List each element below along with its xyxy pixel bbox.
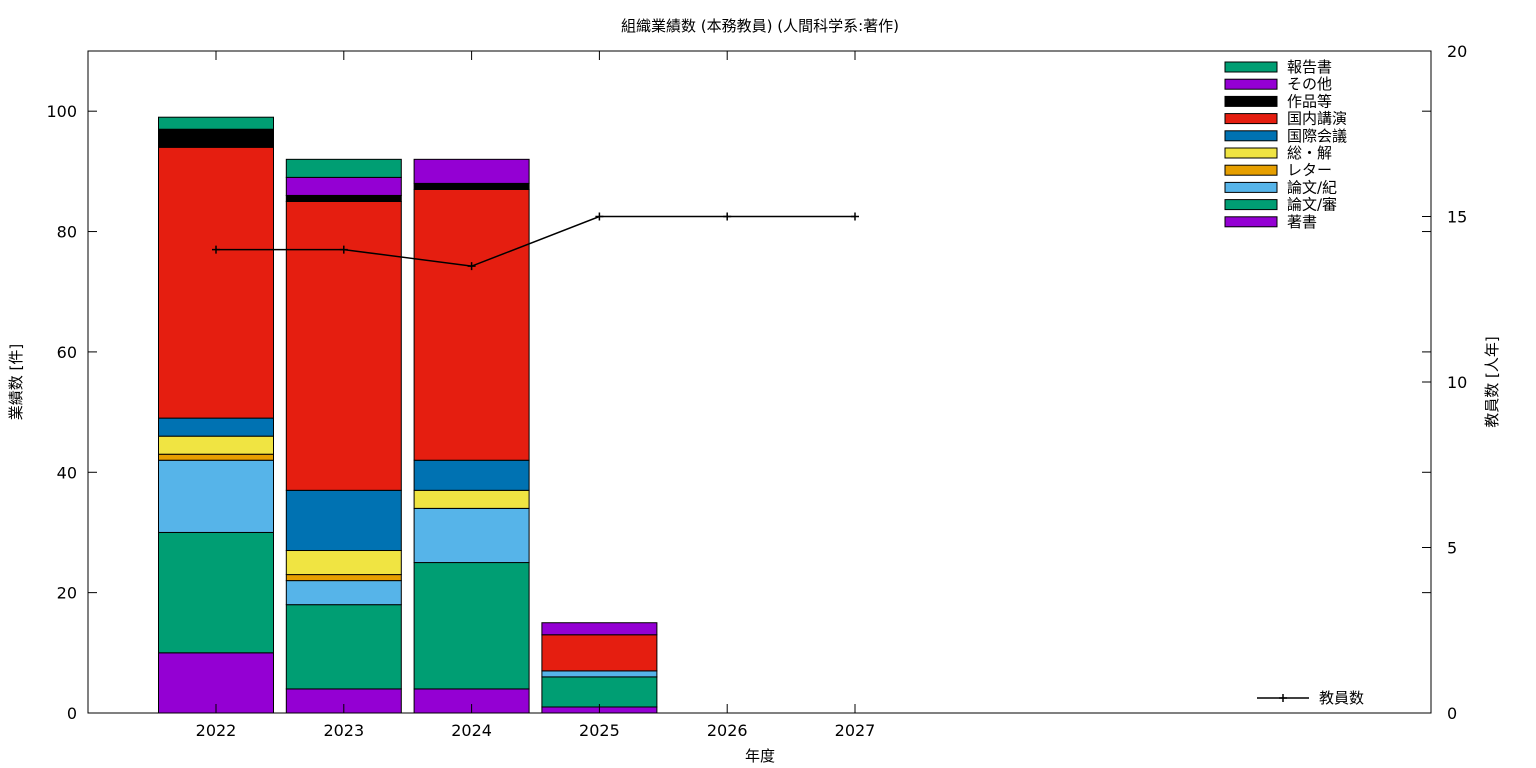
y-tick-label: 100 [46, 102, 77, 121]
x-tick-label: 2024 [451, 721, 492, 740]
bars-layer [158, 116, 658, 714]
y2-axis-label: 教員数 [人年] [1483, 336, 1501, 427]
line-layer [212, 212, 859, 271]
teacher-count-point [723, 212, 732, 221]
teacher-count-line [216, 215, 855, 267]
y-tick-label: 80 [57, 223, 77, 242]
bar-segment [413, 459, 530, 491]
bar-segment [285, 550, 402, 576]
bar-segment [158, 116, 274, 130]
teacher-count-point [851, 212, 859, 221]
bar-segment [413, 182, 530, 190]
y-tick-label: 20 [57, 584, 77, 603]
bar-segment [413, 507, 530, 564]
legend-label: 国内講演 [1287, 110, 1347, 128]
legend-swatch [1224, 113, 1278, 125]
bar-segment [541, 676, 658, 708]
legend-swatch [1224, 181, 1278, 193]
y2-tick-label: 5 [1447, 539, 1457, 558]
bar-segment [158, 146, 274, 419]
legend-swatch [1224, 95, 1278, 107]
bar-segment [158, 531, 274, 654]
bar-segment [413, 489, 530, 509]
chart-title: 組織業績数 (本務教員) (人間科学系:著作) [621, 17, 899, 35]
y2-tick-label: 20 [1447, 42, 1467, 61]
x-tick-label: 2023 [323, 721, 364, 740]
bar-segment [158, 128, 274, 148]
legend-label: 著書 [1287, 213, 1317, 231]
axes-layer: 0 20 40 60 80 100 0 5 10 15 20 2022 2023 2024 2025 2026… [46, 42, 1467, 740]
y2-tick-label: 10 [1447, 373, 1467, 392]
legend-label: 報告書 [1287, 58, 1332, 76]
y2-tick-label: 15 [1447, 208, 1467, 227]
legend-label: 論文/紀 [1287, 178, 1337, 196]
legend-label: その他 [1287, 75, 1332, 93]
legend-swatch [1224, 199, 1278, 211]
bar-segment [158, 435, 274, 455]
bar-segment [285, 194, 402, 202]
bar-segment [285, 604, 402, 690]
y-tick-label: 0 [67, 704, 77, 723]
teacher-count-point [212, 245, 220, 254]
legend-label: 論文/審 [1287, 196, 1337, 214]
bar-segment [413, 562, 530, 690]
x-tick-label: 2025 [579, 721, 620, 740]
legend-swatch [1224, 147, 1278, 159]
bar-segment [541, 634, 658, 672]
x-tick-label: 2027 [835, 721, 876, 740]
bar-segment [285, 574, 402, 582]
legend-swatch [1224, 61, 1278, 73]
x-axis-label: 年度 [745, 747, 775, 765]
legend-swatch [1224, 216, 1278, 228]
bar-segment [158, 652, 274, 714]
legend-swatch [1224, 78, 1278, 90]
legend-label: 総・解 [1287, 144, 1332, 162]
legend-swatch [1224, 164, 1278, 176]
bar-segment [285, 200, 402, 491]
bar-segment [285, 489, 402, 552]
y-tick-label: 60 [57, 343, 77, 362]
legend-swatch [1224, 130, 1278, 142]
y-tick-label: 40 [57, 463, 77, 482]
bar-segment [158, 459, 274, 533]
bar-segment [285, 176, 402, 196]
y2-tick-label: 0 [1447, 704, 1457, 723]
bar-segment [285, 580, 402, 606]
legend-label: 作品等 [1287, 92, 1332, 110]
legend-label: 国際会議 [1287, 127, 1347, 145]
teacher-count-point [339, 245, 348, 254]
bar-segment [413, 158, 530, 184]
bar-segment [541, 622, 658, 636]
bar-segment [158, 453, 274, 461]
x-tick-label: 2026 [707, 721, 748, 740]
bar-segment [413, 188, 530, 461]
teacher-count-point [595, 212, 604, 221]
legend-line-marker [1279, 694, 1287, 702]
bar-segment [285, 158, 402, 178]
teacher-count-point [467, 262, 476, 271]
y-axis-label: 業績数 [件] [7, 344, 25, 420]
legend-label: レター [1287, 161, 1332, 179]
bar-segment [158, 417, 274, 437]
x-tick-label: 2022 [196, 721, 237, 740]
legend-line-label: 教員数 [1319, 689, 1364, 707]
bar-segment [541, 670, 658, 678]
